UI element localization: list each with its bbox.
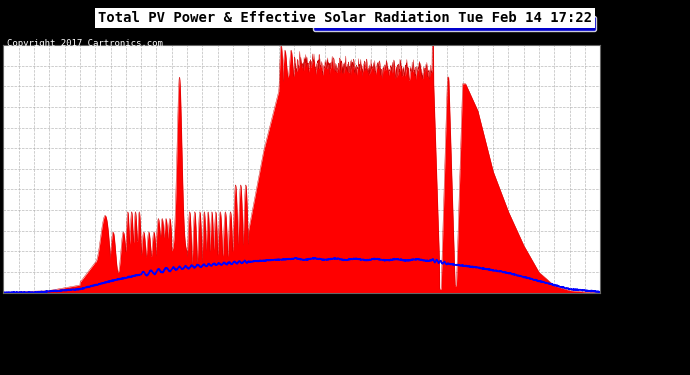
Text: Total PV Power & Effective Solar Radiation Tue Feb 14 17:22: Total PV Power & Effective Solar Radiati…: [98, 11, 592, 25]
Legend: Radiation (Effective w/m2), PV Panels (DC Watts): Radiation (Effective w/m2), PV Panels (D…: [313, 16, 595, 30]
Text: Copyright 2017 Cartronics.com: Copyright 2017 Cartronics.com: [7, 39, 163, 48]
